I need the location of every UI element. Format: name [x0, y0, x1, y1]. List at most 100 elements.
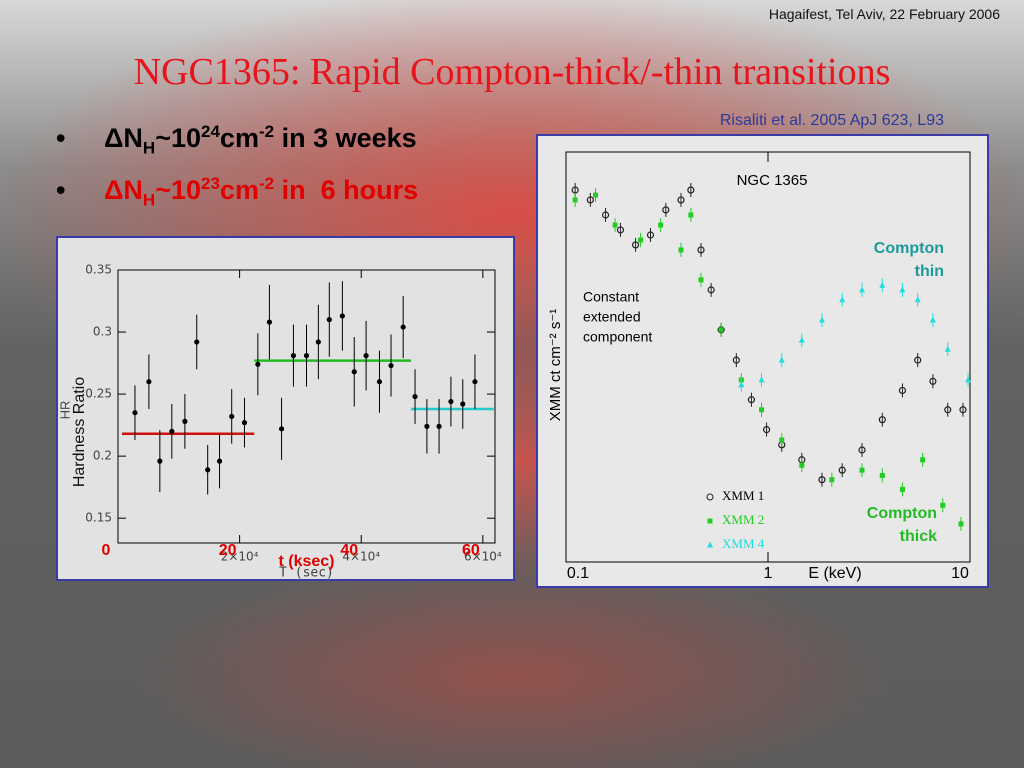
bullet-text: 24 — [201, 122, 220, 141]
overlay-x-tick-label: 40 — [340, 542, 358, 559]
data-point — [169, 428, 175, 434]
legend-label: XMM 1 — [722, 488, 764, 503]
data-point — [638, 237, 644, 243]
data-point — [194, 339, 200, 345]
data-point — [586, 196, 594, 204]
data-point — [351, 369, 357, 375]
data-point — [182, 418, 188, 424]
x-tick-label: 0.1 — [567, 565, 589, 582]
data-point — [229, 413, 235, 420]
data-point — [929, 316, 936, 323]
data-point — [572, 197, 578, 203]
data-point — [424, 423, 430, 429]
x-tick-label: 1 — [764, 565, 773, 582]
overlay-x-tick-label: 60 — [462, 542, 480, 559]
data-point — [879, 281, 886, 288]
x-axis-label: E (keV) — [808, 565, 861, 582]
bullet-text: cm — [219, 175, 259, 205]
bullet-text: -2 — [258, 174, 275, 193]
data-point — [266, 319, 273, 325]
legend-marker — [706, 493, 714, 501]
data-point — [959, 406, 967, 414]
data-point — [290, 353, 297, 359]
data-point — [616, 226, 625, 234]
bullet-text: ~10 — [155, 123, 201, 153]
data-point — [914, 356, 922, 364]
data-point — [965, 376, 972, 383]
bullet-text: ΔN — [104, 123, 143, 153]
x-tick-label: 4×10⁴ — [342, 550, 380, 564]
data-point — [798, 336, 805, 343]
x-tick-label: 2×10⁴ — [221, 550, 259, 564]
data-point — [958, 521, 964, 527]
header: Hagaifest, Tel Aviv, 22 February 2006 — [768, 6, 1000, 22]
annotation: thin — [915, 263, 944, 280]
data-point — [460, 401, 466, 407]
data-point — [132, 410, 138, 416]
data-point — [388, 362, 394, 369]
data-point — [662, 206, 670, 214]
data-point — [688, 212, 694, 218]
data-point — [400, 324, 406, 330]
data-point — [859, 467, 865, 473]
annotation: extended — [583, 309, 641, 325]
annotation: Constant — [583, 289, 639, 305]
data-point — [898, 386, 907, 395]
annotation: Compton — [867, 505, 937, 522]
overlay-x-tick-label: 20 — [219, 542, 237, 559]
x-tick-label: 10 — [951, 565, 969, 582]
data-point — [678, 247, 684, 253]
overlay-y-label: Hardness Ratio — [71, 377, 88, 487]
data-point — [658, 222, 664, 228]
bullet: • ΔNH~1024cm-2 in 3 weeks — [56, 122, 417, 158]
data-point — [829, 477, 835, 483]
data-point — [241, 420, 248, 426]
y-tick-label: 0.25 — [85, 387, 112, 401]
data-point — [758, 376, 765, 383]
slide-title: NGC1365: Rapid Compton-thick/-thin trans… — [133, 51, 891, 93]
bullet-text: cm — [219, 123, 259, 153]
data-point — [920, 457, 926, 463]
data-point — [412, 393, 418, 400]
data-point — [687, 186, 695, 194]
data-point — [315, 339, 321, 345]
bullet-text: in 3 weeks — [274, 123, 417, 153]
y-axis-label: XMM ct cm⁻² s⁻¹ — [547, 309, 564, 422]
y-tick-label: 0.3 — [93, 325, 112, 339]
data-point — [339, 313, 345, 319]
bullet-text: in 6 hours — [274, 175, 419, 205]
chart-title: NGC 1365 — [737, 172, 808, 189]
data-point — [707, 286, 715, 294]
data-point — [839, 296, 846, 303]
bullet-text: -2 — [258, 122, 275, 141]
data-point — [326, 317, 332, 323]
data-point — [747, 396, 756, 404]
bullet-text: H — [142, 190, 156, 210]
y-tick-label: 0.35 — [85, 263, 112, 277]
plot-frame — [117, 269, 496, 544]
data-point — [436, 423, 442, 429]
data-point — [878, 416, 886, 424]
data-point — [157, 458, 163, 464]
data-point — [759, 407, 765, 413]
data-point — [778, 356, 785, 363]
data-point — [858, 446, 866, 454]
data-point — [472, 379, 478, 385]
bullet-dot: • — [56, 123, 66, 153]
bullet-text: 23 — [201, 174, 220, 193]
data-point — [255, 361, 261, 367]
data-point — [940, 502, 946, 508]
data-point — [216, 458, 223, 464]
data-point — [859, 286, 866, 293]
data-point — [698, 277, 704, 283]
data-point — [732, 356, 740, 364]
data-point — [303, 353, 310, 359]
bullet-text: ~10 — [155, 175, 201, 205]
legend-marker — [707, 541, 713, 548]
data-point — [762, 426, 771, 434]
legend-marker — [707, 518, 713, 524]
data-point — [944, 406, 952, 414]
data-point — [914, 296, 921, 303]
data-point — [646, 231, 655, 239]
